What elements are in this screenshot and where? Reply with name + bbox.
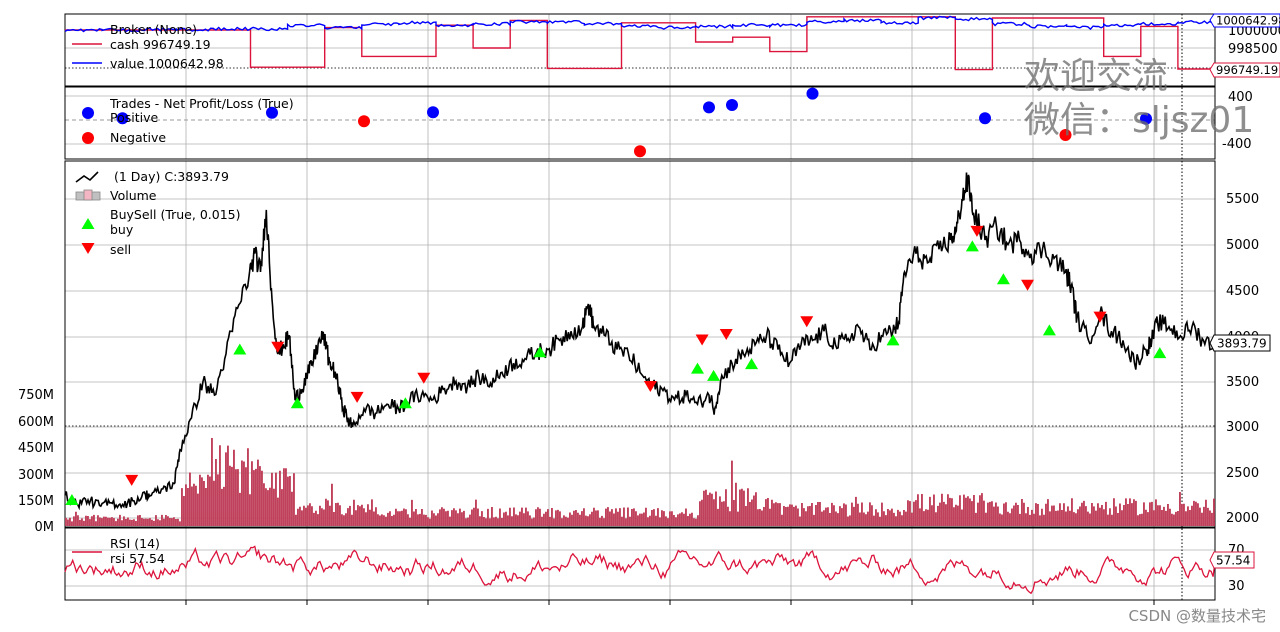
volume-legend-label: Volume xyxy=(110,188,157,203)
broker-tick: 998500 xyxy=(1228,42,1278,57)
sell-marker xyxy=(643,380,657,392)
negative-trade-marker xyxy=(358,115,370,128)
positive-trade-marker xyxy=(1140,112,1152,125)
broker-y-ticks: 1000000 998500 xyxy=(1228,24,1280,57)
trades-tick: 400 xyxy=(1228,90,1253,105)
trades-y-ticks: 400 -400 xyxy=(1222,90,1253,152)
sell-marker xyxy=(271,341,285,353)
price-tick: 3000 xyxy=(1226,420,1259,435)
series-layer xyxy=(64,15,1216,595)
sell-marker xyxy=(350,391,364,403)
price-tick: 3500 xyxy=(1226,375,1259,390)
cash-tag: 996749.19 xyxy=(1209,62,1280,78)
price-tick: 2000 xyxy=(1226,511,1259,526)
rsi-panel xyxy=(64,527,1216,601)
trades-legend-title: Trades - Net Profit/Loss (True) xyxy=(109,96,294,111)
negative-trade-marker xyxy=(1059,129,1072,141)
buy-marker xyxy=(745,358,759,370)
trades-panel xyxy=(64,86,1216,160)
trades-tick: -400 xyxy=(1222,137,1252,152)
price-y-ticks: 5500 5000 4500 4000 3500 3000 2500 2000 xyxy=(1226,192,1259,526)
price-legend-line xyxy=(75,171,99,183)
broker-panel xyxy=(64,13,1216,87)
broker-legend-title: Broker (None) xyxy=(110,22,197,37)
volume-tick: 300M xyxy=(18,468,54,483)
price-tick: 5000 xyxy=(1226,238,1259,253)
negative-legend-marker xyxy=(82,132,94,144)
buy-marker xyxy=(290,397,304,409)
value-line xyxy=(64,15,1216,33)
price-tick: 4500 xyxy=(1226,284,1259,299)
sell-marker xyxy=(970,225,984,237)
buy-marker xyxy=(707,369,721,381)
negative-trade-marker xyxy=(634,145,646,158)
buy-marker xyxy=(533,346,547,358)
buy-marker xyxy=(65,493,79,505)
volume-tick: 750M xyxy=(18,388,54,403)
buy-marker xyxy=(996,273,1010,285)
sell-legend-label: sell xyxy=(110,242,131,257)
buy-marker xyxy=(965,240,979,252)
volume-tick: 150M xyxy=(18,494,54,509)
rsi-tick: 30 xyxy=(1228,579,1245,594)
rsi-line xyxy=(64,545,1216,595)
sell-marker xyxy=(695,334,709,346)
price-tick: 5500 xyxy=(1226,192,1259,207)
positive-legend-label: Positive xyxy=(110,110,158,125)
buy-marker xyxy=(233,343,247,355)
cash-line xyxy=(65,16,1215,71)
sell-marker xyxy=(719,328,733,340)
sell-legend-marker xyxy=(81,243,95,254)
svg-text:1000642.98: 1000642.98 xyxy=(1216,14,1280,28)
broker-tick: 1000000 xyxy=(1228,24,1280,39)
price-legend-label: (1 Day) C:3893.79 xyxy=(114,169,229,184)
sell-marker xyxy=(125,474,139,486)
buy-marker xyxy=(1042,324,1056,336)
buy-marker xyxy=(691,362,704,374)
positive-trade-marker xyxy=(427,106,439,119)
volume-tick: 450M xyxy=(18,441,54,456)
positive-trade-marker xyxy=(116,112,129,125)
marker-layer xyxy=(65,87,1167,505)
source-credit: CSDN @数量技术宅 xyxy=(1128,607,1266,625)
sell-marker xyxy=(1093,311,1107,323)
svg-text:996749.19: 996749.19 xyxy=(1216,63,1278,77)
positive-legend-marker xyxy=(82,107,94,119)
sell-marker xyxy=(417,372,431,384)
watermark-line-2: 微信：sljsz01 xyxy=(1024,100,1255,141)
positive-trade-marker xyxy=(726,99,738,111)
rsi-tag: 57.54 xyxy=(1209,551,1255,569)
price-tag: 3893.79 xyxy=(1209,334,1271,352)
watermark-line-1: 欢迎交流 xyxy=(1024,56,1169,97)
value-legend-label: value 1000642.98 xyxy=(110,56,224,71)
buy-legend-label: buy xyxy=(110,222,134,237)
svg-text:3893.79: 3893.79 xyxy=(1217,337,1267,351)
buy-marker xyxy=(398,397,412,409)
volume-tick: 600M xyxy=(18,415,54,430)
value-tag: 1000642.98 xyxy=(1209,13,1280,28)
cash-legend-label: cash 996749.19 xyxy=(110,37,211,52)
positive-trade-marker xyxy=(806,87,819,100)
svg-text:57.54: 57.54 xyxy=(1216,554,1250,568)
buy-marker xyxy=(1153,347,1167,359)
volume-bars xyxy=(65,438,1215,526)
sell-marker xyxy=(1021,279,1035,291)
buysell-legend-marker xyxy=(81,218,95,229)
volume-tick: 0M xyxy=(35,520,55,535)
positive-trade-marker xyxy=(266,106,278,119)
buy-marker xyxy=(886,334,900,346)
grid-lines xyxy=(65,14,1215,605)
price-line xyxy=(64,172,1216,511)
sell-marker xyxy=(800,316,814,328)
negative-legend-label: Negative xyxy=(110,130,166,145)
volume-y-ticks: 750M 600M 450M 300M 150M 0M xyxy=(18,388,54,535)
positive-trade-marker xyxy=(703,101,715,114)
positive-trade-marker xyxy=(979,112,991,125)
rsi-legend-title: RSI (14) xyxy=(110,536,160,551)
rsi-legend-label: rsi 57.54 xyxy=(110,551,165,566)
volume-legend-swatch-inner xyxy=(83,189,93,201)
price-tick: 2500 xyxy=(1226,466,1259,481)
buysell-legend-title: BuySell (True, 0.015) xyxy=(110,207,240,222)
